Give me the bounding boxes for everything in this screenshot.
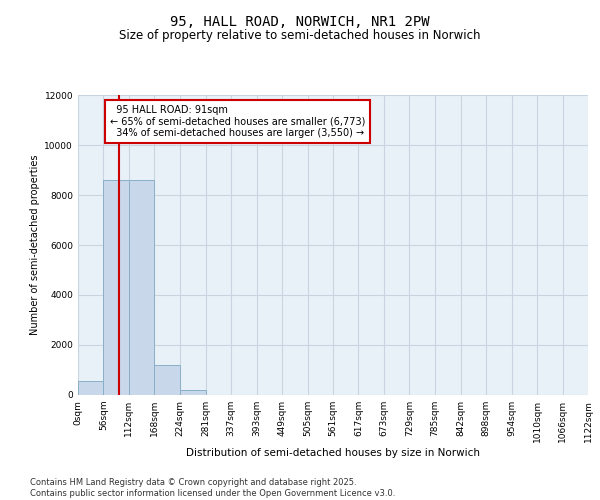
- Bar: [154, 365, 180, 395]
- X-axis label: Distribution of semi-detached houses by size in Norwich: Distribution of semi-detached houses by …: [186, 448, 480, 458]
- Text: 95 HALL ROAD: 91sqm
← 65% of semi-detached houses are smaller (6,773)
  34% of s: 95 HALL ROAD: 91sqm ← 65% of semi-detach…: [110, 105, 365, 138]
- Bar: [129, 180, 154, 395]
- Text: Contains HM Land Registry data © Crown copyright and database right 2025.
Contai: Contains HM Land Registry data © Crown c…: [30, 478, 395, 498]
- Text: 95, HALL ROAD, NORWICH, NR1 2PW: 95, HALL ROAD, NORWICH, NR1 2PW: [170, 16, 430, 30]
- Bar: [180, 390, 206, 395]
- Text: Size of property relative to semi-detached houses in Norwich: Size of property relative to semi-detach…: [119, 30, 481, 43]
- Bar: [103, 180, 129, 395]
- Bar: [78, 381, 103, 395]
- Y-axis label: Number of semi-detached properties: Number of semi-detached properties: [30, 155, 40, 336]
